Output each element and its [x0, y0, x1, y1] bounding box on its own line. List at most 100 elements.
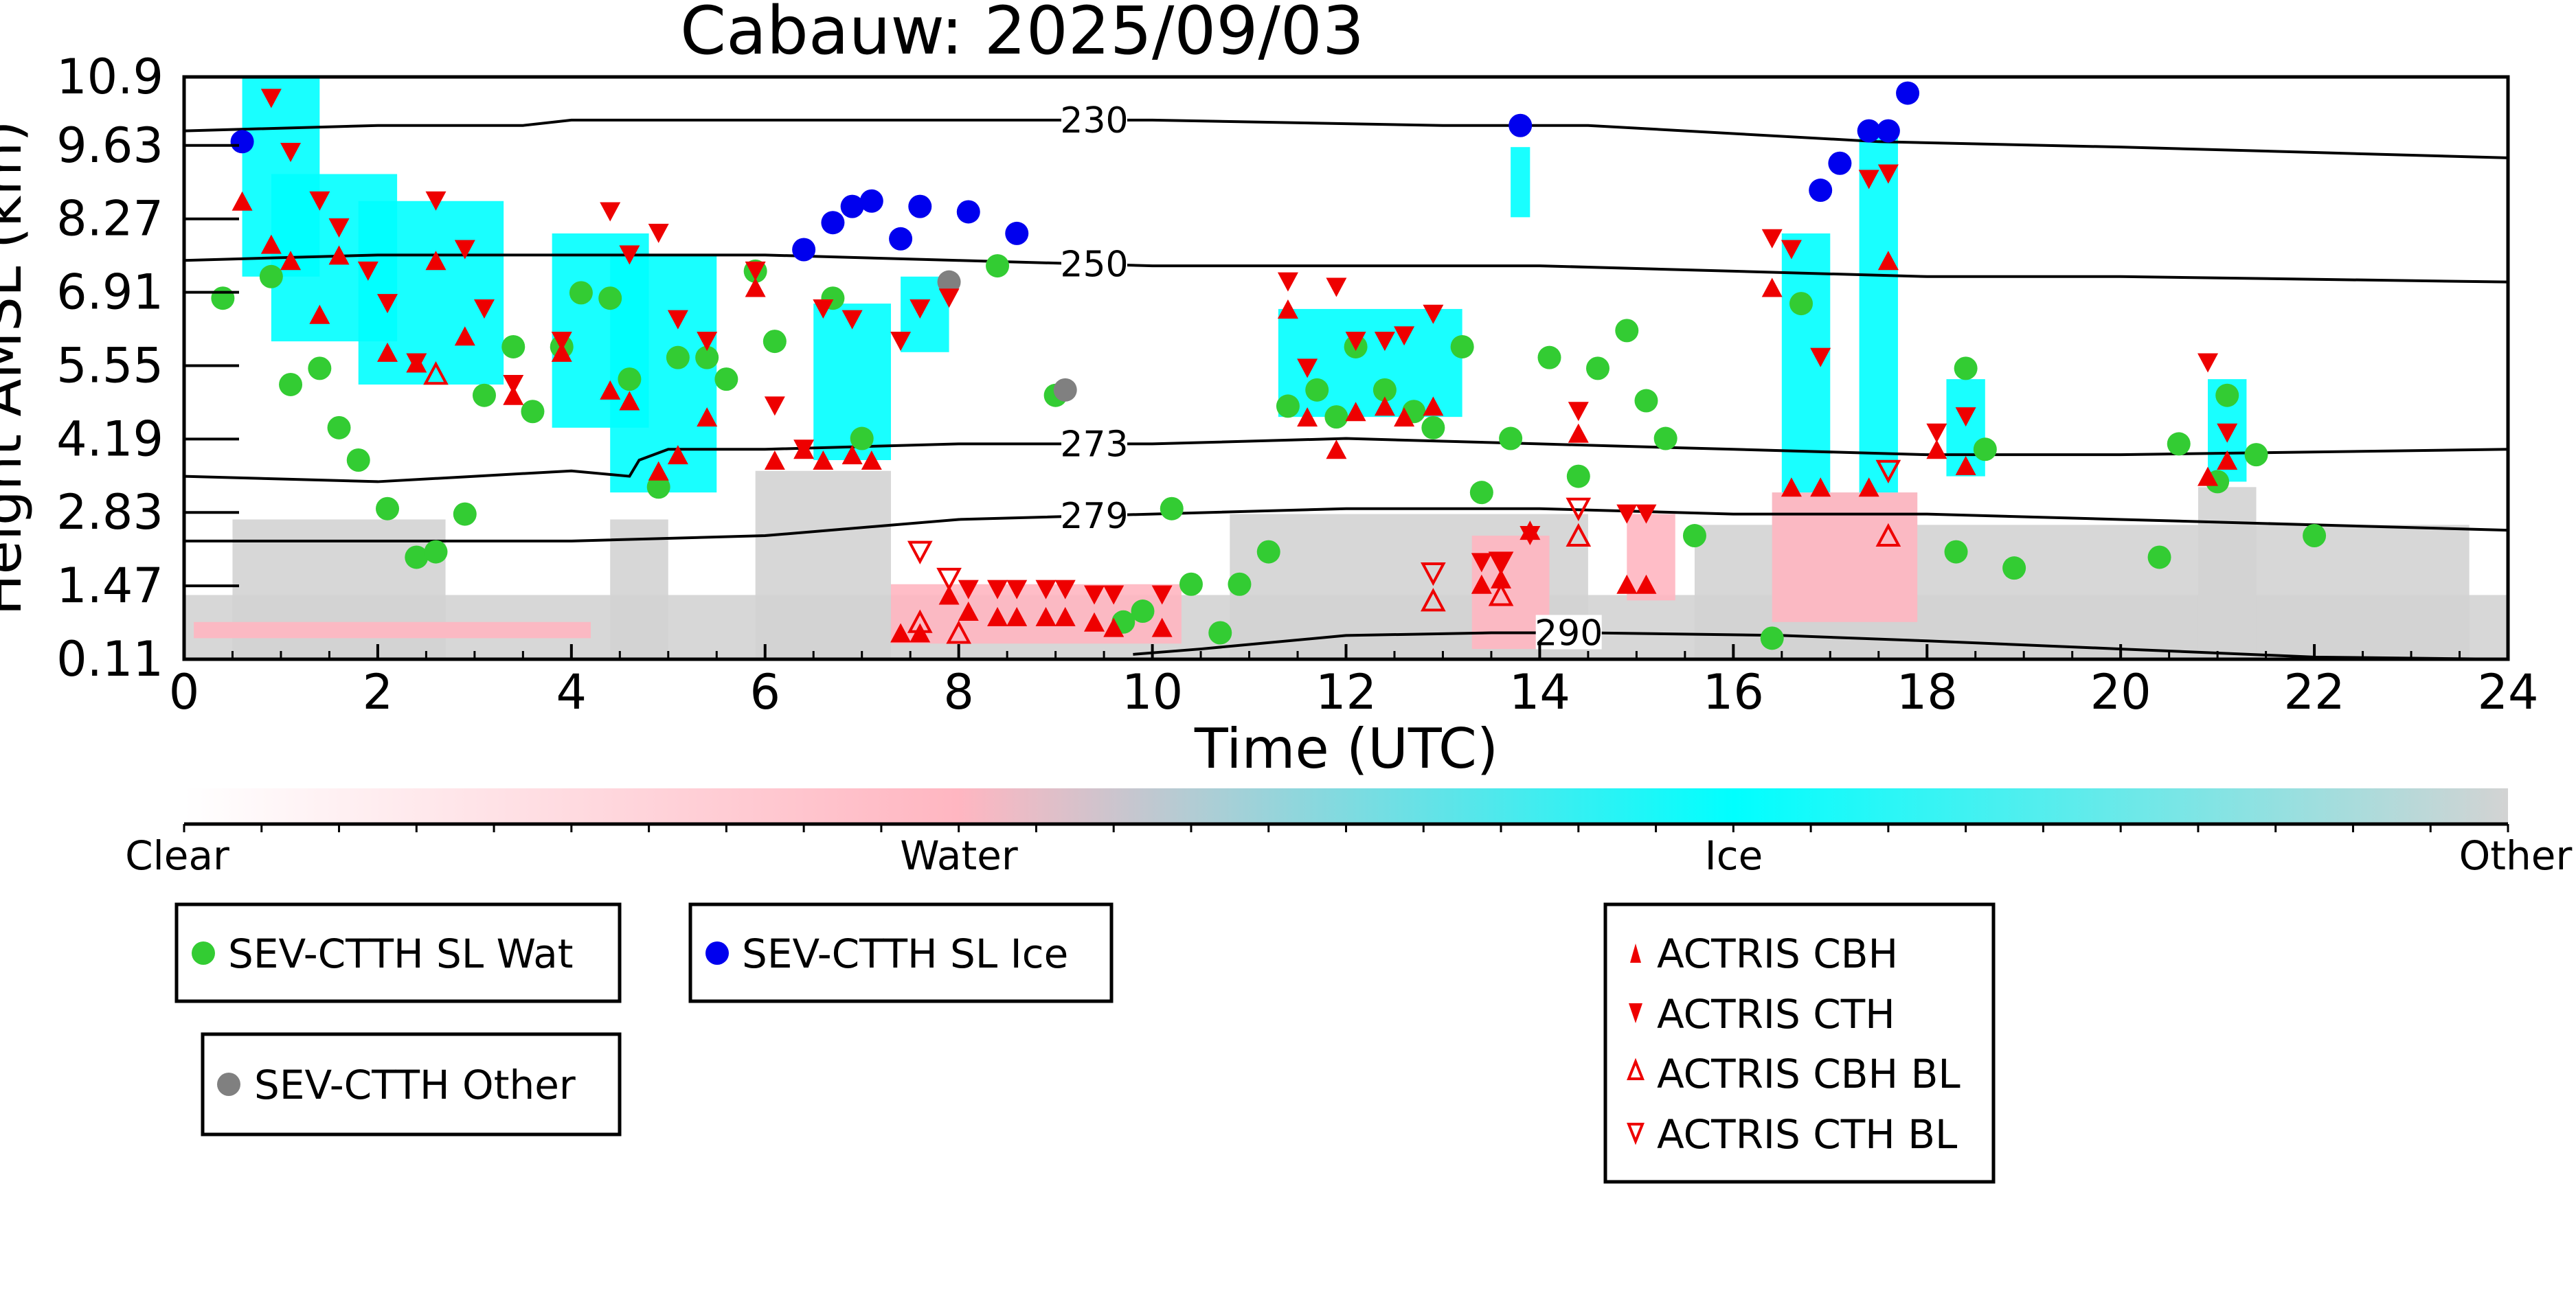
- legend-marker-cbh-bl: [1627, 1058, 1645, 1080]
- contour-label-bg-250: [1061, 246, 1128, 281]
- marker-actris-cbh-47: [1781, 477, 1802, 497]
- x-axis-ticks: 0 2 4 6 8 10 12 14 16 18 20 22 24: [169, 644, 2539, 720]
- marker-actris-cbh-bl-1: [907, 609, 933, 633]
- marker-sev-ctth-sl-ice-0: [230, 130, 254, 154]
- x-tick-label-12: 12: [1315, 664, 1377, 720]
- marker-actris-cth-36: [1345, 332, 1366, 352]
- marker-actris-cth-13: [619, 245, 640, 265]
- marker-sev-ctth-sl-wat-32: [1228, 572, 1252, 596]
- contour-label-250: 250: [1060, 244, 1128, 286]
- marker-actris-cth-23: [909, 299, 931, 319]
- x-tick-label-0: 0: [169, 664, 200, 720]
- marker-actris-cbh-22: [890, 623, 912, 643]
- marker-actris-cth-6: [406, 353, 427, 373]
- marker-actris-cth-53: [2197, 353, 2219, 373]
- marker-sev-ctth-sl-wat-30: [1179, 572, 1203, 596]
- marker-actris-cth-54: [2217, 423, 2238, 443]
- contour-label-230: 230: [1060, 100, 1128, 141]
- legend-label-cbh-bl: ACTRIS CBH BL: [1657, 1051, 1961, 1097]
- marker-actris-cbh-48: [1810, 477, 1831, 497]
- marker-actris-cth-20: [813, 299, 834, 319]
- contour-label-290: 290: [1535, 613, 1603, 654]
- marker-actris-cth-33: [1277, 272, 1298, 292]
- marker-sev-ctth-sl-wat-42: [1469, 481, 1493, 505]
- marker-sev-ctth-sl-wat-28: [1131, 599, 1155, 624]
- marker-sev-ctth-sl-wat-10: [472, 383, 496, 407]
- marker-sev-ctth-sl-wat-36: [1324, 405, 1348, 429]
- markers: [211, 81, 2327, 650]
- x-tick-label-20: 20: [2090, 664, 2151, 720]
- marker-actris-cbh-3: [309, 304, 330, 324]
- marker-actris-cth-17: [745, 261, 766, 281]
- marker-actris-cbh-51: [1926, 439, 1947, 459]
- marker-actris-cbh-38: [1394, 407, 1415, 427]
- marker-actris-cbh-49: [1858, 477, 1879, 497]
- y-axis-label: Height AMSL (km): [0, 120, 34, 615]
- marker-sev-ctth-sl-wat-40: [1421, 415, 1445, 439]
- y-tick-label-10.9: 10.9: [56, 49, 163, 105]
- marker-sev-ctth-sl-ice-13: [1876, 119, 1900, 143]
- marker-sev-ctth-sl-wat-61: [2244, 443, 2268, 467]
- marker-actris-cth-bl-1: [936, 567, 962, 592]
- contour-label-bg-279: [1061, 497, 1128, 532]
- marker-sev-ctth-sl-wat-6: [376, 496, 400, 521]
- marker-actris-cth-22: [890, 332, 912, 352]
- y-tick-label-8.27: 8.27: [56, 191, 163, 247]
- legend-marker-sev-wat: [192, 941, 215, 965]
- marker-actris-cbh-17: [764, 450, 785, 470]
- x-tick-label-2: 2: [363, 664, 394, 720]
- x-tick-label-18: 18: [1897, 664, 1958, 720]
- marker-sev-ctth-sl-wat-8: [424, 540, 448, 564]
- marker-actris-cth-bl-4: [1566, 497, 1592, 521]
- marker-actris-cbh-27: [1006, 606, 1028, 626]
- marker-actris-cth-49: [1858, 170, 1879, 190]
- y-tick-label-5.55: 5.55: [56, 337, 163, 393]
- marker-actris-cbh-26: [987, 606, 1008, 626]
- marker-sev-ctth-sl-wat-3: [308, 356, 332, 380]
- marker-sev-ctth-sl-wat-45: [1566, 464, 1590, 488]
- marker-actris-cbh-21: [861, 450, 882, 470]
- colorbar-label-water: Water: [900, 832, 1018, 879]
- marker-actris-cbh-2: [280, 251, 302, 271]
- marker-actris-cth-29: [1054, 580, 1076, 599]
- marker-sev-ctth-sl-ice-8: [1005, 221, 1029, 245]
- marker-actris-cth-5: [377, 294, 398, 314]
- marker-actris-cth-9: [473, 299, 495, 319]
- classification-region-ice-21: [1511, 147, 1530, 218]
- marker-actris-cbh-40: [1471, 574, 1492, 594]
- marker-actris-cth-18: [764, 396, 785, 416]
- marker-actris-cbh-15: [697, 407, 718, 427]
- legend-marker-cth: [1629, 1003, 1642, 1023]
- marker-actris-cbh-36: [1345, 402, 1366, 422]
- colorbar-label-clear: Clear: [125, 832, 229, 879]
- marker-actris-cth-42: [1519, 526, 1541, 546]
- colorbar-label-other: Other: [2459, 832, 2573, 879]
- marker-sev-ctth-sl-wat-19: [695, 345, 719, 369]
- marker-actris-cth-41: [1491, 553, 1512, 573]
- marker-sev-ctth-other-1: [1053, 378, 1077, 402]
- marker-sev-ctth-sl-wat-55: [1973, 437, 1997, 461]
- marker-actris-cbh-41: [1491, 569, 1512, 589]
- marker-actris-cbh-44: [1616, 574, 1638, 594]
- marker-actris-cbh-10: [551, 342, 572, 362]
- marker-actris-cth-7: [425, 191, 447, 211]
- marker-actris-cth-51: [1926, 423, 1947, 443]
- marker-actris-cbh-4: [328, 245, 350, 265]
- classification-background: [184, 77, 2508, 659]
- legend-sev-wat: SEV-CTTH SL Wat: [174, 902, 622, 1003]
- marker-actris-cth-10: [503, 374, 524, 394]
- marker-actris-cth-24: [938, 288, 960, 308]
- contour-line-279: [184, 507, 2508, 542]
- marker-sev-ctth-sl-wat-58: [2167, 432, 2191, 456]
- marker-actris-cbh-7: [425, 251, 447, 271]
- marker-actris-cbh-bl-3: [1421, 588, 1446, 612]
- legend-actris: ACTRIS CBH ACTRIS CTH ACTRIS CBH BL ACTR…: [1603, 902, 1996, 1184]
- marker-actris-cth-32: [1151, 585, 1173, 605]
- marker-sev-ctth-sl-wat-48: [1634, 389, 1658, 413]
- y-tick-label-4.19: 4.19: [56, 411, 163, 467]
- marker-actris-cbh-11: [600, 380, 621, 400]
- marker-actris-cbh-37: [1374, 396, 1395, 416]
- classification-region-other-7: [2197, 487, 2257, 659]
- legend-marker-cth-bl: [1627, 1123, 1645, 1145]
